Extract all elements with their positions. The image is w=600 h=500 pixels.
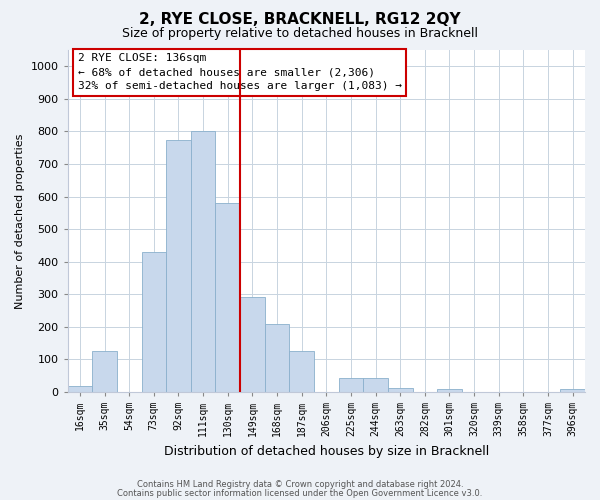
Bar	[388, 388, 413, 392]
Text: Contains public sector information licensed under the Open Government Licence v3: Contains public sector information licen…	[118, 488, 482, 498]
Bar	[68, 386, 92, 392]
Bar	[363, 378, 388, 392]
Bar	[142, 252, 166, 392]
X-axis label: Distribution of detached houses by size in Bracknell: Distribution of detached houses by size …	[164, 444, 489, 458]
Bar	[166, 140, 191, 392]
Bar	[289, 351, 314, 392]
Bar	[437, 388, 462, 392]
Y-axis label: Number of detached properties: Number of detached properties	[15, 134, 25, 308]
Text: Contains HM Land Registry data © Crown copyright and database right 2024.: Contains HM Land Registry data © Crown c…	[137, 480, 463, 489]
Bar	[92, 351, 117, 392]
Text: 2 RYE CLOSE: 136sqm
← 68% of detached houses are smaller (2,306)
32% of semi-det: 2 RYE CLOSE: 136sqm ← 68% of detached ho…	[78, 54, 402, 92]
Bar	[191, 132, 215, 392]
Text: 2, RYE CLOSE, BRACKNELL, RG12 2QY: 2, RYE CLOSE, BRACKNELL, RG12 2QY	[139, 12, 461, 28]
Bar	[338, 378, 363, 392]
Bar	[215, 203, 240, 392]
Bar	[265, 324, 289, 392]
Bar	[240, 298, 265, 392]
Bar	[560, 390, 585, 392]
Text: Size of property relative to detached houses in Bracknell: Size of property relative to detached ho…	[122, 28, 478, 40]
